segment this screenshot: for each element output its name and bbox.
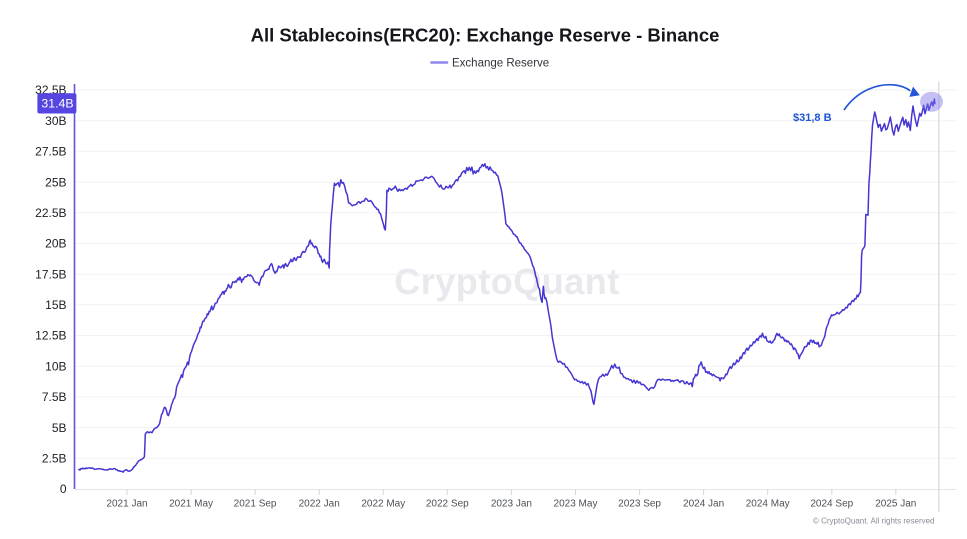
- svg-text:0: 0: [60, 482, 67, 496]
- svg-text:10B: 10B: [45, 359, 66, 373]
- svg-text:5B: 5B: [52, 421, 67, 435]
- svg-text:12.5B: 12.5B: [35, 329, 66, 343]
- svg-text:15B: 15B: [45, 298, 66, 312]
- svg-text:2024 Sep: 2024 Sep: [810, 499, 853, 510]
- svg-text:2023 May: 2023 May: [554, 499, 598, 510]
- svg-text:$31,8 B: $31,8 B: [793, 112, 832, 124]
- svg-text:25B: 25B: [45, 175, 66, 189]
- svg-text:2023 Jan: 2023 Jan: [491, 499, 532, 510]
- svg-text:17.5B: 17.5B: [35, 267, 66, 281]
- svg-text:2022 Sep: 2022 Sep: [426, 499, 469, 510]
- svg-text:2022 Jan: 2022 Jan: [299, 499, 340, 510]
- svg-text:2024 May: 2024 May: [746, 499, 790, 510]
- svg-text:2022 May: 2022 May: [361, 499, 405, 510]
- svg-text:2021 Jan: 2021 Jan: [106, 499, 147, 510]
- svg-text:2024 Jan: 2024 Jan: [683, 499, 724, 510]
- svg-text:20B: 20B: [45, 237, 66, 251]
- svg-text:© CryptoQuant. All rights rese: © CryptoQuant. All rights reserved: [813, 517, 935, 526]
- svg-text:30B: 30B: [45, 114, 66, 128]
- svg-text:2023 Sep: 2023 Sep: [618, 499, 661, 510]
- svg-text:22.5B: 22.5B: [35, 206, 66, 220]
- svg-text:7.5B: 7.5B: [42, 390, 67, 404]
- svg-text:2021 May: 2021 May: [169, 499, 213, 510]
- svg-text:2.5B: 2.5B: [42, 452, 67, 466]
- svg-text:27.5B: 27.5B: [35, 145, 66, 159]
- svg-text:31.4B: 31.4B: [41, 97, 73, 111]
- svg-text:All Stablecoins(ERC20): Exchan: All Stablecoins(ERC20): Exchange Reserve…: [251, 25, 720, 46]
- svg-text:2021 Sep: 2021 Sep: [234, 499, 277, 510]
- svg-text:2025 Jan: 2025 Jan: [875, 499, 916, 510]
- svg-text:CryptoQuant: CryptoQuant: [394, 261, 620, 302]
- svg-text:Exchange Reserve: Exchange Reserve: [452, 57, 549, 69]
